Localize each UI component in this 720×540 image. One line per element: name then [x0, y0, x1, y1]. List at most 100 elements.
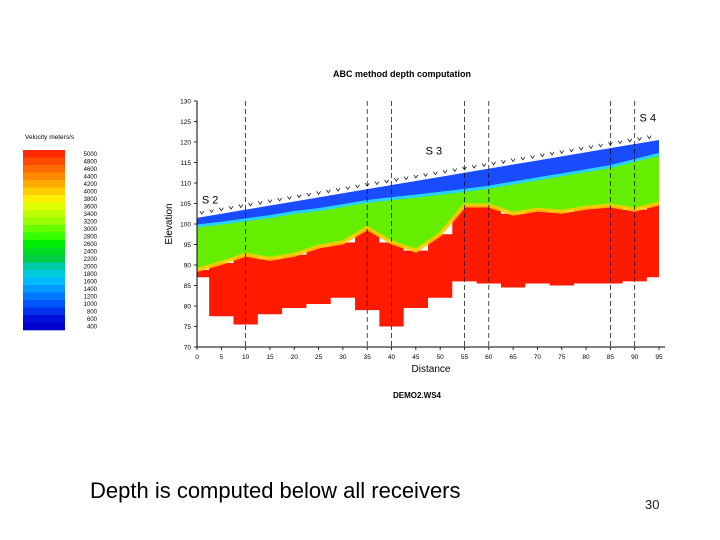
y-tick-label: 90 [184, 263, 192, 270]
legend-value-label: 1400 [84, 287, 98, 293]
legend-value-label: 2600 [84, 242, 98, 248]
receiver-marker [306, 192, 312, 197]
legend-swatch [23, 247, 65, 256]
x-tick-label: 85 [607, 354, 615, 361]
receiver-marker [345, 186, 351, 191]
receiver-marker [442, 169, 448, 174]
x-tick-label: 35 [364, 354, 372, 361]
legend-title: Velocity meters/s [25, 134, 75, 141]
receiver-marker [413, 174, 419, 179]
x-tick-label: 0 [195, 354, 199, 361]
legend-value-label: 2200 [84, 257, 98, 263]
legend-value-label: 4000 [84, 190, 98, 196]
legend-swatch [23, 307, 65, 316]
y-tick-label: 80 [184, 304, 192, 311]
chart-subtitle: DEMO2.WS4 [393, 391, 442, 400]
chart-title: ABC method depth computation [333, 69, 471, 79]
legend-value-label: 400 [87, 325, 98, 331]
refractor-layer [197, 203, 659, 327]
receiver-marker [520, 156, 526, 161]
shot-label: S 2 [202, 195, 219, 207]
receiver-marker [326, 189, 331, 194]
x-tick-label: 65 [509, 354, 517, 361]
legend-value-label: 2400 [84, 250, 98, 256]
y-tick-label: 95 [184, 242, 192, 249]
legend-value-label: 2000 [84, 265, 98, 271]
receiver-marker [335, 187, 341, 192]
receiver-marker [364, 182, 370, 187]
receiver-marker [296, 194, 302, 199]
receiver-marker [374, 181, 380, 186]
receiver-marker [481, 163, 487, 168]
legend-swatch [23, 240, 65, 248]
y-tick-label: 125 [180, 119, 191, 126]
legend-swatch [23, 225, 65, 233]
x-tick-label: 75 [558, 354, 566, 361]
legend-value-label: 800 [87, 310, 98, 316]
legend-value-label: 4600 [84, 167, 98, 173]
receiver-marker [588, 145, 594, 150]
legend-value-label: 1000 [84, 302, 98, 308]
legend-swatch [23, 292, 65, 301]
legend-swatch [23, 150, 65, 158]
legend-swatch [23, 322, 65, 331]
legend-swatch [23, 300, 65, 308]
x-tick-label: 70 [534, 354, 542, 361]
receiver-marker [277, 197, 282, 202]
page-number: 30 [645, 497, 660, 512]
receiver-marker [598, 143, 603, 148]
receiver-marker [608, 141, 613, 146]
legend-value-label: 3200 [84, 220, 98, 226]
x-tick-label: 40 [388, 354, 396, 361]
receiver-marker [539, 153, 545, 158]
x-tick-label: 90 [631, 354, 639, 361]
legend-value-label: 3400 [84, 212, 98, 218]
receiver-marker [530, 155, 535, 159]
legend-value-label: 4200 [84, 182, 98, 188]
legend-swatch [23, 217, 65, 226]
receiver-marker [267, 199, 273, 204]
y-tick-label: 75 [184, 324, 192, 331]
legend-swatch [23, 172, 65, 181]
plot-area: S 2 S 3 S 4 [196, 101, 660, 347]
x-tick-label: 30 [339, 354, 347, 361]
y-tick-label: 130 [180, 99, 191, 106]
legend-swatch [23, 262, 65, 271]
legend-swatch [23, 195, 65, 203]
receiver-marker [219, 207, 224, 212]
y-tick-label: 115 [181, 160, 192, 167]
receiver-marker [257, 200, 263, 205]
receiver-marker [433, 171, 438, 176]
x-tick-label: 55 [461, 354, 469, 361]
receiver-marker [355, 184, 360, 189]
x-tick-label: 15 [266, 354, 274, 361]
legend-value-label: 3600 [84, 205, 98, 211]
receiver-marker [510, 158, 516, 163]
shot-label: S 4 [640, 113, 657, 125]
receiver-marker [423, 173, 428, 177]
receiver-marker [627, 138, 633, 143]
receiver-marker [637, 137, 642, 141]
receiver-marker [569, 148, 574, 153]
receiver-marker [646, 135, 652, 140]
x-tick-label: 45 [412, 354, 420, 361]
legend-value-label: 3800 [84, 197, 98, 203]
y-tick-label: 105 [180, 201, 191, 208]
legend-value-label: 1600 [84, 280, 98, 286]
receiver-marker [384, 179, 389, 184]
legend-swatch [23, 255, 65, 263]
legend-swatch [23, 285, 65, 293]
legend-swatch [23, 202, 65, 211]
y-tick-label: 100 [180, 222, 191, 229]
legend-swatch [23, 315, 65, 323]
legend-value-label: 600 [87, 317, 98, 323]
receiver-marker [578, 146, 584, 151]
receiver-marker [209, 209, 214, 214]
legend-value-label: 5000 [84, 152, 98, 158]
legend-swatch [23, 210, 65, 218]
x-axis-label: Distance [412, 364, 451, 375]
receiver-marker [617, 140, 623, 145]
legend-value-label: 1800 [84, 272, 98, 278]
receiver-marker [549, 151, 555, 156]
weathered-layer [197, 154, 659, 270]
